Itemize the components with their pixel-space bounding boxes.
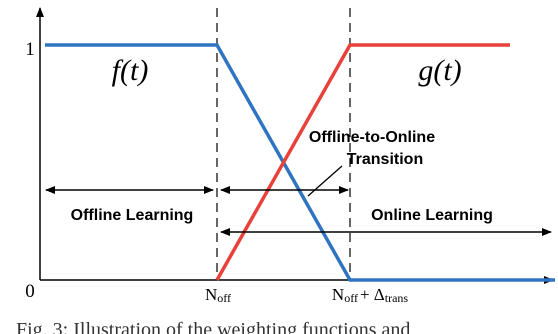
x-label-sub: off — [344, 291, 358, 305]
caption: Fig. 3: Illustration of the weighting fu… — [16, 319, 410, 334]
x-label: Noff + Δtrans — [332, 285, 409, 305]
x-label-sub: trans — [385, 291, 409, 305]
annotation: Offline-to-Online — [309, 129, 435, 146]
annotation: Online Learning — [371, 207, 493, 224]
x-label-base: N — [205, 285, 217, 304]
pointer — [307, 165, 343, 197]
x-label: Noff — [205, 285, 231, 305]
x-label-sub: off — [217, 291, 231, 305]
x-label-op: + Δ — [360, 285, 385, 304]
y-label: 1 — [25, 39, 35, 60]
y-label: 0 — [25, 281, 35, 302]
g-curve — [215, 43, 510, 281]
annotation: Offline Learning — [71, 207, 194, 224]
x-label-base: N — [332, 285, 344, 304]
curve-label: g(t) — [418, 54, 461, 87]
curve-label: f(t) — [112, 54, 149, 87]
annotation: Transition — [347, 151, 423, 168]
